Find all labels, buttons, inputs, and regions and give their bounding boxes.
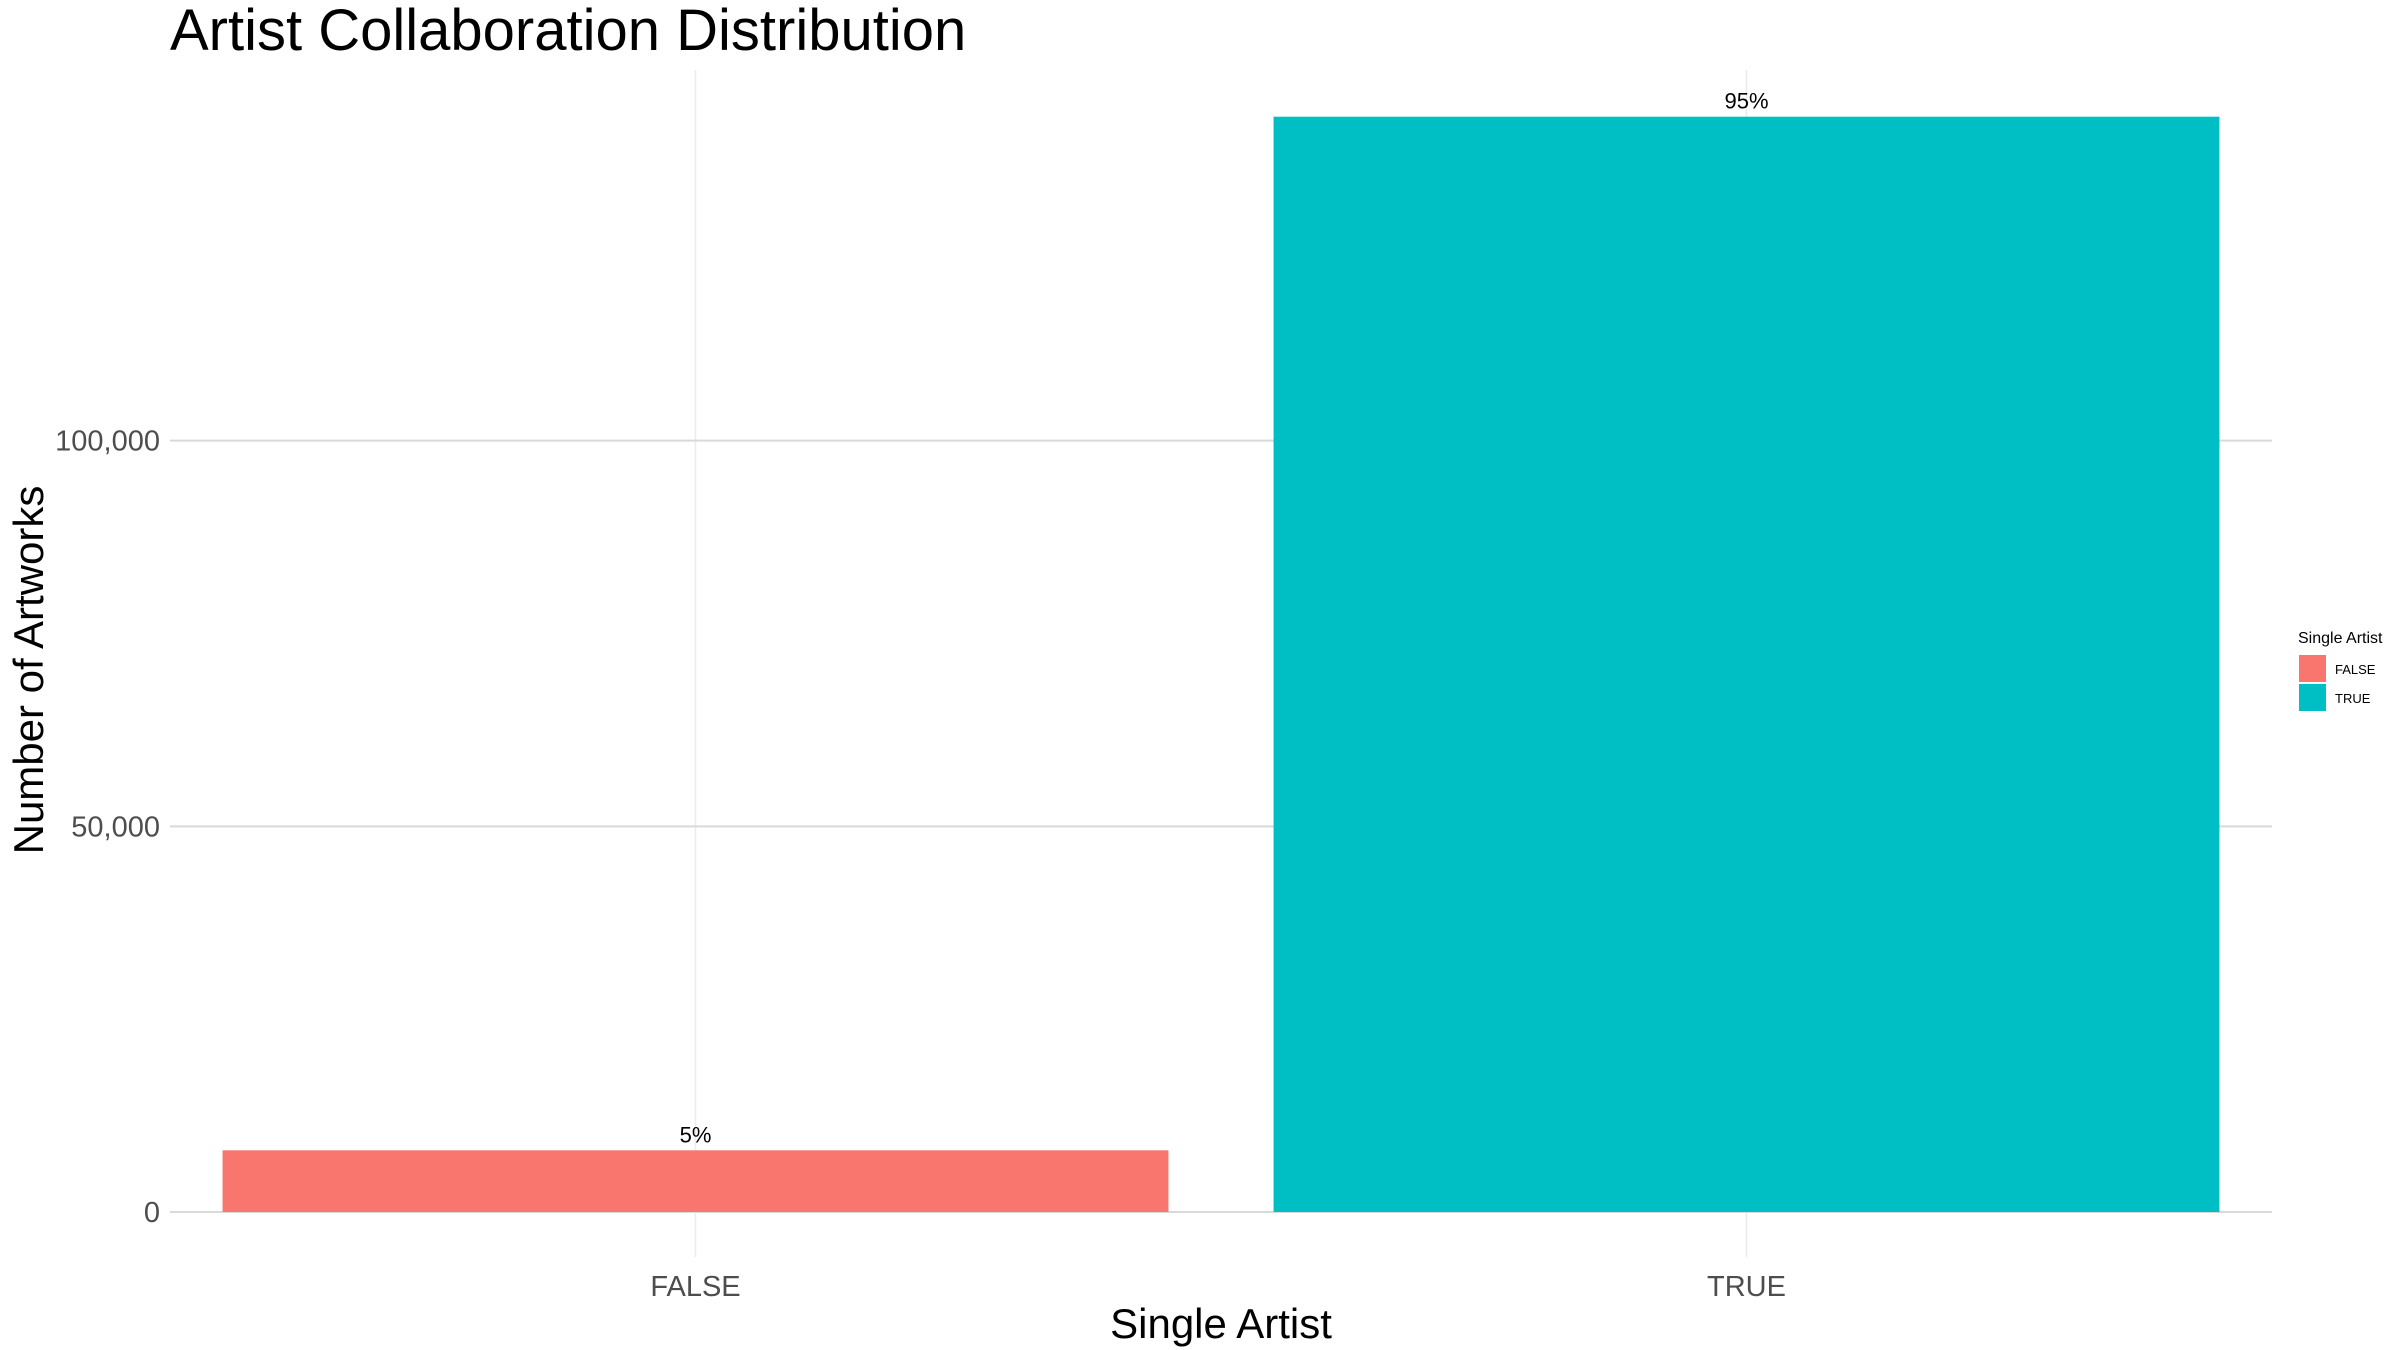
x-axis-title: Single Artist bbox=[1110, 1300, 1332, 1347]
data-label-false: 5% bbox=[680, 1122, 712, 1147]
chart-title: Artist Collaboration Distribution bbox=[170, 0, 966, 63]
legend-swatch-false bbox=[2299, 655, 2326, 682]
y-tick-label: 50,000 bbox=[71, 811, 160, 843]
bar-false bbox=[222, 1150, 1169, 1212]
y-tick-label: 0 bbox=[144, 1197, 160, 1229]
bars bbox=[222, 116, 2220, 1212]
bar-true bbox=[1273, 116, 2220, 1212]
x-tick-label-false: FALSE bbox=[650, 1271, 740, 1303]
y-axis-ticks: 0 50,000 100,000 bbox=[55, 426, 160, 1229]
data-label-true: 95% bbox=[1724, 89, 1768, 114]
x-tick-label-true: TRUE bbox=[1707, 1271, 1786, 1303]
legend-label-false: FALSE bbox=[2335, 662, 2376, 677]
legend-label-true: TRUE bbox=[2335, 691, 2371, 706]
y-axis-title: Number of Artworks bbox=[5, 486, 52, 855]
y-tick-label: 100,000 bbox=[55, 426, 160, 458]
legend-swatch-true bbox=[2299, 684, 2326, 711]
legend: Single Artist FALSE TRUE bbox=[2298, 630, 2383, 711]
x-axis-ticks: FALSE TRUE bbox=[650, 1271, 1786, 1303]
legend-title: Single Artist bbox=[2298, 630, 2383, 647]
data-labels: 5% 95% bbox=[680, 89, 1769, 1148]
